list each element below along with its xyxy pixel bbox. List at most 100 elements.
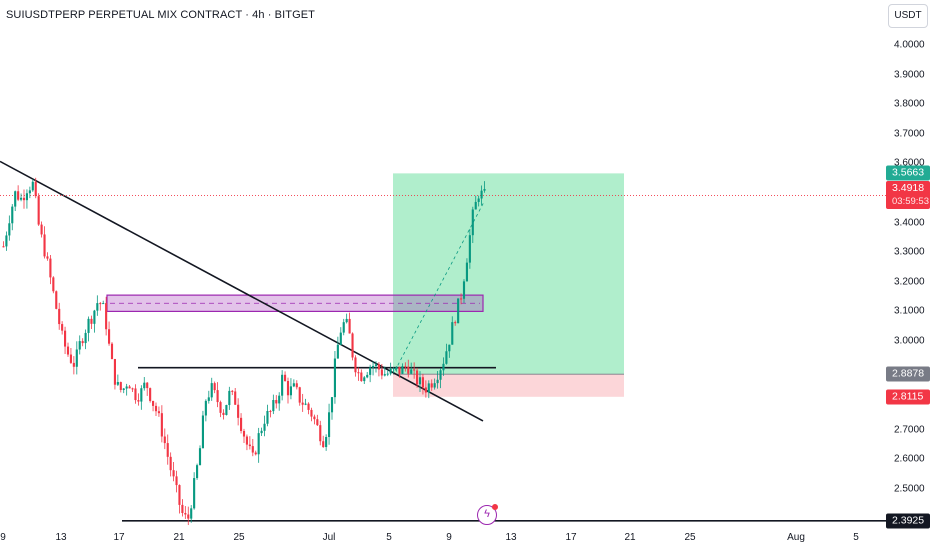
candle-body: [398, 366, 401, 374]
price-tick: 3.1000: [894, 305, 925, 317]
candle-body: [369, 367, 372, 375]
candle-body: [301, 402, 304, 405]
candle-body: [119, 382, 122, 390]
candle-body: [413, 369, 416, 371]
candle-body: [190, 508, 193, 519]
price-tick: 4.0000: [894, 39, 925, 51]
candle-body: [330, 397, 334, 413]
date-tick: 25: [684, 532, 696, 543]
candle-body: [263, 423, 266, 431]
candle-body: [389, 368, 392, 374]
candle-body: [169, 456, 172, 471]
candle-body: [175, 476, 178, 486]
candle-body: [219, 402, 222, 413]
candle-body: [240, 417, 243, 431]
candle-body: [354, 357, 357, 373]
date-tick: 9: [446, 532, 452, 543]
candle-body: [193, 478, 196, 509]
candle-body: [2, 246, 5, 248]
candle-body: [401, 366, 404, 374]
candle-body: [14, 191, 17, 207]
candle-body: [410, 369, 413, 374]
candle-body: [72, 362, 75, 367]
candle-body: [468, 235, 471, 263]
candle-body: [105, 303, 108, 330]
candle-body: [480, 190, 483, 199]
date-tick: 5: [386, 532, 392, 543]
candle-body: [430, 383, 433, 388]
candle-body: [416, 370, 419, 385]
candle-body: [307, 403, 310, 410]
candle-body: [8, 223, 11, 236]
candle-body: [298, 387, 301, 403]
candle-body: [383, 374, 386, 376]
candle-body: [377, 364, 380, 370]
candle-body: [113, 359, 116, 385]
candle-body: [81, 341, 84, 344]
candle-body: [40, 224, 43, 235]
candle-body: [275, 400, 278, 404]
stop-price-badge: 2.8115: [886, 389, 930, 405]
projection-line: [394, 201, 485, 371]
candle-body: [266, 410, 269, 424]
candle-body: [87, 318, 90, 333]
candle-body: [84, 332, 87, 344]
candle-body: [445, 351, 448, 364]
date-tick: Aug: [787, 532, 805, 543]
candle-body: [272, 400, 275, 412]
candle-body: [471, 209, 474, 236]
current-price-badge: 3.4918 03:59:53: [886, 181, 930, 210]
candle-body: [216, 390, 219, 403]
candle-body: [140, 388, 143, 402]
candle-body: [257, 433, 260, 455]
candle-body: [99, 303, 102, 305]
date-tick: 13: [505, 532, 517, 543]
candle-body: [20, 197, 23, 200]
candle-body: [351, 333, 354, 358]
candle-body: [289, 386, 292, 396]
candle-body: [28, 190, 31, 194]
candle-body: [348, 318, 351, 334]
candle-body: [157, 411, 160, 414]
candle-body: [17, 191, 20, 200]
currency-selector[interactable]: USDT: [888, 4, 928, 28]
candle-body: [187, 514, 190, 519]
candle-body: [392, 368, 395, 370]
candle-body: [166, 443, 169, 457]
candle-body: [451, 322, 454, 345]
lightning-icon[interactable]: ϟ: [477, 504, 498, 525]
low-level-badge: 2.3925: [886, 513, 930, 529]
symbol-title: SUIUSDTPERP PERPETUAL MIX CONTRACT · 4h …: [6, 9, 315, 21]
candle-body: [442, 363, 445, 371]
candle-body: [319, 425, 322, 442]
candle-body: [75, 349, 78, 367]
candle-body: [225, 405, 228, 415]
candle-body: [5, 235, 8, 247]
candle-body: [460, 298, 463, 300]
candle-body: [228, 390, 231, 406]
candle-body: [201, 415, 204, 449]
price-tick: 3.2000: [894, 276, 925, 288]
candle-body: [242, 430, 246, 437]
candle-body: [342, 322, 345, 333]
candle-body: [462, 281, 466, 299]
candle-body: [386, 373, 389, 375]
candle-body: [110, 343, 114, 360]
candle-body: [116, 382, 119, 385]
candle-body: [245, 436, 248, 445]
candle-body: [260, 430, 263, 434]
candle-body: [90, 318, 93, 324]
candle-body: [322, 441, 325, 448]
candle-body: [46, 256, 49, 259]
candle-body: [69, 354, 72, 363]
candle-body: [160, 413, 163, 437]
candle-body: [204, 400, 207, 416]
candle-body: [251, 446, 254, 453]
candle-body: [25, 193, 28, 201]
candle-body: [333, 358, 336, 398]
candle-body: [366, 374, 369, 378]
price-tick: 2.5000: [894, 483, 925, 495]
candle-body: [284, 374, 287, 382]
candle-body: [336, 344, 339, 359]
